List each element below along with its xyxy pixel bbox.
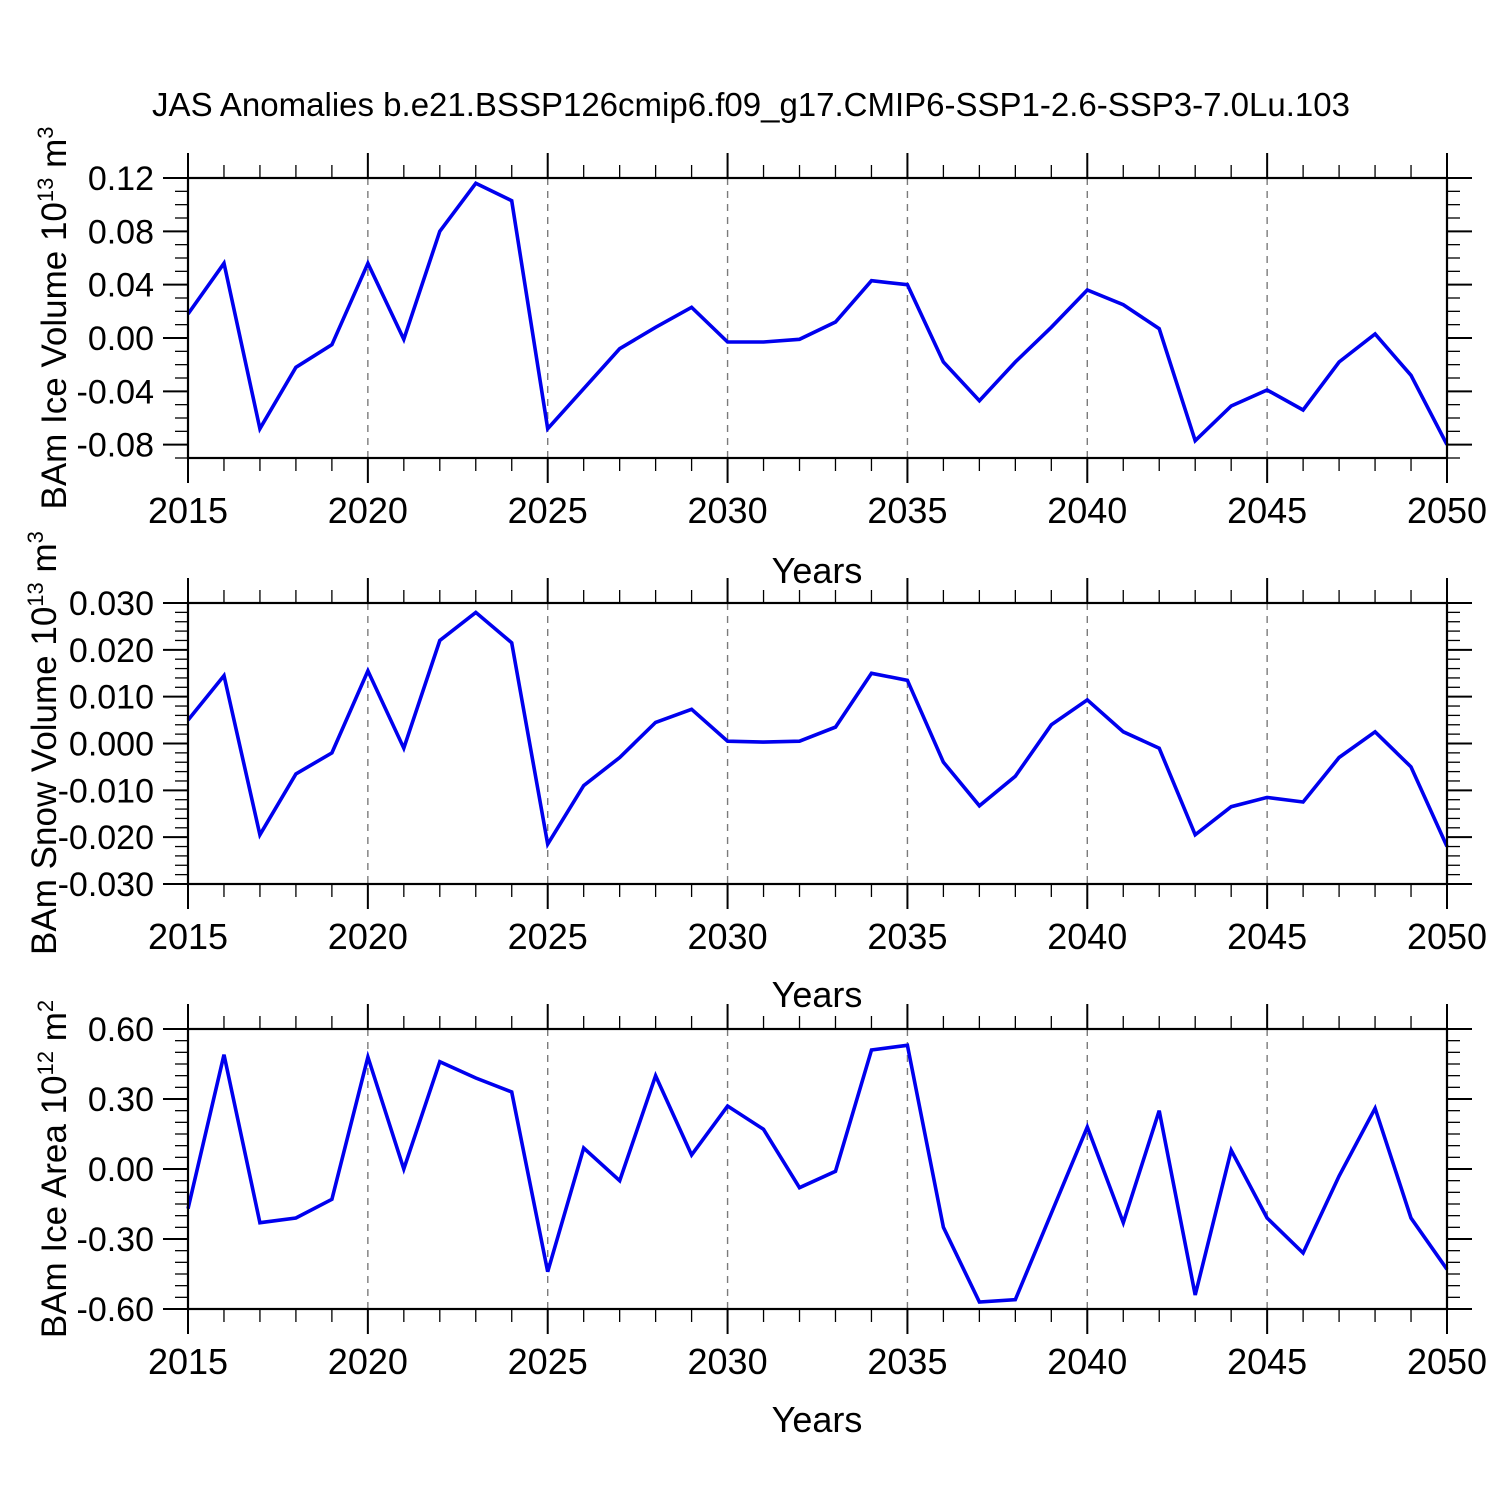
series-line-ice-area	[186, 1043, 1449, 1304]
y-tick-label: -0.30	[77, 1221, 155, 1259]
y-tick-label: 0.30	[88, 1081, 154, 1119]
y-tick-label: 0.030	[69, 585, 154, 623]
panel-snow-volume: 0.030 0.020 0.010 0.000 -0.010 -0.020 -0.030 20…	[58, 578, 1487, 957]
y-tick-label: 0.04	[88, 267, 154, 305]
y-tick-label: -0.010	[58, 772, 154, 810]
x-tick-label: 2030	[688, 1341, 768, 1382]
x-tick-label: 2045	[1227, 1341, 1307, 1382]
y-axis-title-snow-volume: BAm Snow Volume 1013 m3	[23, 531, 64, 955]
series-line-snow-volume	[186, 610, 1449, 850]
x-tick-label: 2020	[328, 490, 408, 531]
x-tick-label: 2025	[508, 1341, 588, 1382]
plot-border	[186, 1027, 1449, 1311]
x-tick-label: 2050	[1407, 1341, 1487, 1382]
x-tick-label: 2025	[508, 490, 588, 531]
y-tick-label: 0.010	[69, 679, 154, 717]
x-tick-label: 2020	[328, 1341, 408, 1382]
x-tick-label: 2045	[1227, 916, 1307, 957]
x-tick-label: 2035	[867, 916, 947, 957]
y-axis-title-ice-area: BAm Ice Area 1012 m2	[33, 999, 74, 1339]
plot-border	[186, 601, 1449, 886]
panel-ice-volume: 0.12 0.08 0.04 0.00 -0.04 -0.08 2015 2020 2025 20…	[77, 153, 1487, 531]
y-tick-label: 0.60	[88, 1011, 154, 1049]
y-tick-label: 0.000	[69, 726, 154, 764]
x-axis-label-years-3: Years	[771, 1399, 863, 1440]
x-tick-label: 2025	[508, 916, 588, 957]
x-tick-label: 2015	[148, 916, 228, 957]
x-tick-label: 2020	[328, 916, 408, 957]
panel-ice-area: 0.60 0.30 0.00 -0.30 -0.60 2015 2020 2025 2030 20…	[77, 1004, 1487, 1382]
x-tick-label: 2050	[1407, 916, 1487, 957]
y-axis-title-ice-volume: BAm Ice Volume 1013 m3	[33, 126, 74, 510]
x-tick-label: 2045	[1227, 490, 1307, 531]
y-tick-label: 0.020	[69, 632, 154, 670]
x-tick-label: 2015	[148, 1341, 228, 1382]
x-tick-label: 2030	[688, 916, 768, 957]
x-axis-label-years-2: Years	[771, 974, 863, 1015]
y-tick-label: -0.08	[77, 427, 155, 465]
y-tick-label: -0.04	[77, 373, 155, 411]
x-tick-label: 2015	[148, 490, 228, 531]
x-tick-label: 2050	[1407, 490, 1487, 531]
figure-title: JAS Anomalies b.e21.BSSP126cmip6.f09_g17…	[152, 86, 1350, 123]
x-tick-label: 2040	[1047, 490, 1127, 531]
x-axis-label-years-1: Years	[771, 550, 863, 591]
y-tick-label: 0.00	[88, 320, 154, 358]
x-tick-label: 2040	[1047, 916, 1127, 957]
x-tick-label: 2040	[1047, 1341, 1127, 1382]
y-tick-label: -0.020	[58, 819, 154, 857]
y-tick-label: 0.08	[88, 213, 154, 251]
x-tick-label: 2030	[688, 490, 768, 531]
y-tick-label: -0.030	[58, 866, 154, 904]
x-tick-label: 2035	[867, 490, 947, 531]
y-tick-label: 0.12	[88, 160, 154, 198]
plot-border	[186, 176, 1449, 460]
y-tick-label: 0.00	[88, 1151, 154, 1189]
series-line-ice-volume	[186, 181, 1449, 446]
y-tick-label: -0.60	[77, 1291, 155, 1329]
x-tick-label: 2035	[867, 1341, 947, 1382]
